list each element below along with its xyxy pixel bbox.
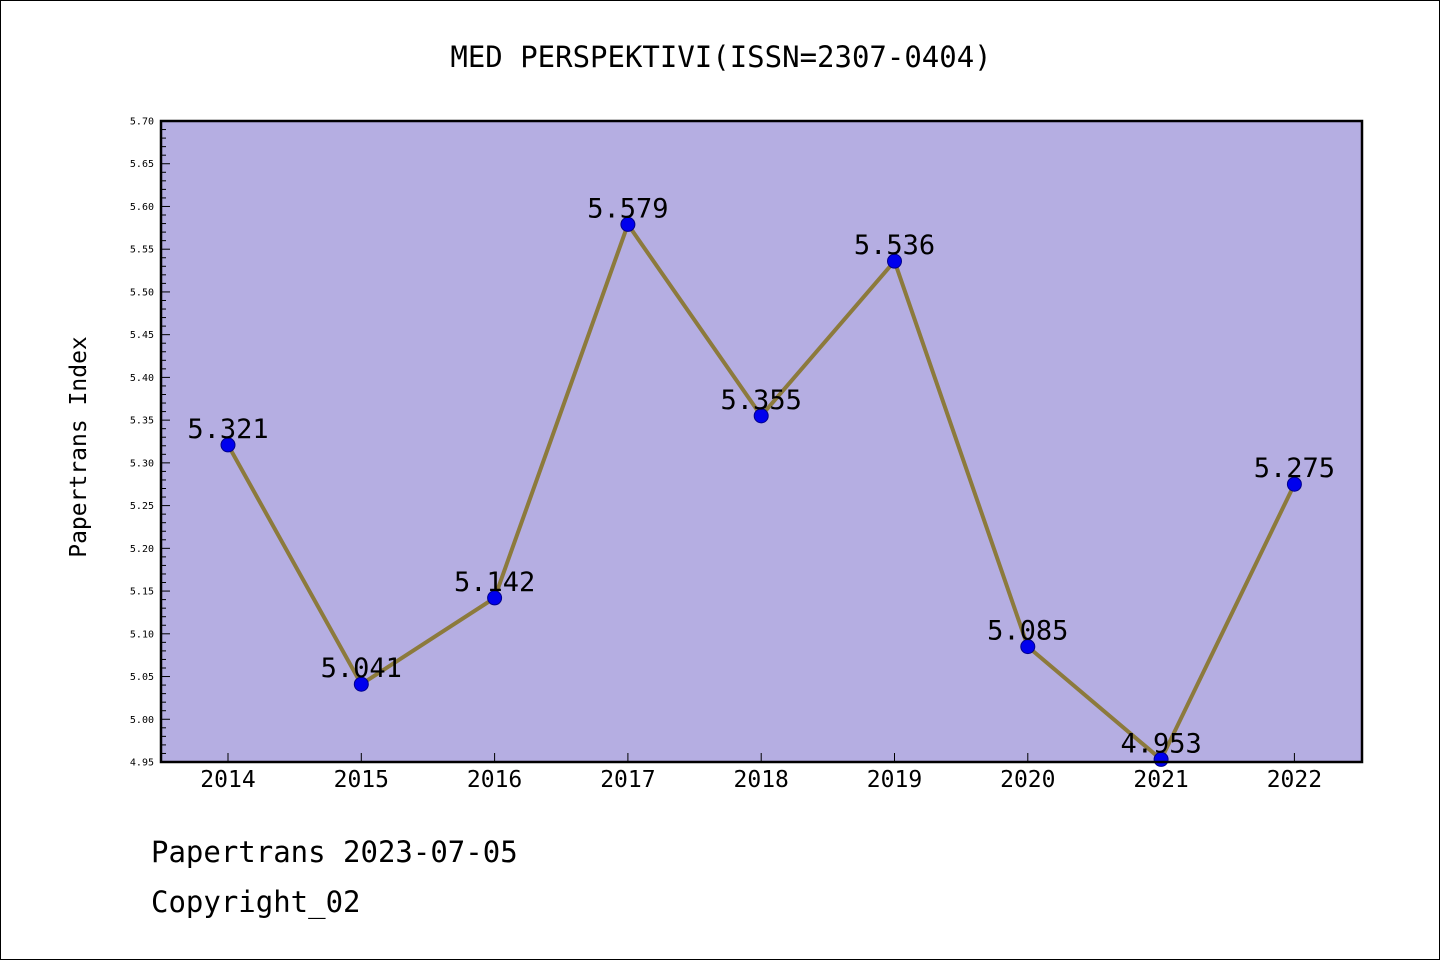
chart-title: MED PERSPEKTIVI(ISSN=2307-0404) [450,40,991,74]
data-label: 5.355 [721,385,802,416]
data-point [620,216,636,232]
data-point [487,590,503,606]
x-tick-label: 2020 [1000,767,1055,793]
x-tick-label: 2018 [734,767,789,793]
y-tick-label: 5.70 [130,117,154,128]
y-tick-label: 5.20 [130,544,154,555]
y-tick-label: 5.40 [130,373,154,384]
data-label: 5.041 [321,653,402,684]
data-label: 5.142 [454,567,535,598]
y-tick-label: 5.50 [130,287,154,298]
x-tick-label: 2017 [600,767,655,793]
y-tick-label: 5.45 [130,330,154,341]
data-point [1020,639,1036,655]
data-label: 5.536 [854,230,935,261]
y-axis-ticks: 4.95 5.00 5.05 5.10 5.15 5.20 5.25 5.30 5.35 5.40… [130,117,170,769]
y-tick-label: 5.10 [130,629,154,640]
y-tick-label: 5.15 [130,587,154,598]
y-tick-label: 5.25 [130,501,154,512]
x-tick-label: 2016 [467,767,522,793]
footer-copyright: Copyright_02 [151,885,361,919]
data-point [353,676,369,692]
x-axis-ticks: 2014 2015 2016 2017 2018 2019 2020 2021 2022 [200,753,1322,793]
data-point [1286,476,1302,492]
y-axis-label: Papertrans Index [66,336,92,558]
plot-area [161,121,1362,762]
y-tick-label: 5.55 [130,245,154,256]
x-tick-label: 2022 [1267,767,1322,793]
data-label: 5.275 [1254,453,1335,484]
y-tick-label: 5.30 [130,458,154,469]
data-series: 5.321 5.041 5.142 5.579 5.355 5.536 5.085 4.953… [187,193,1335,767]
x-tick-label: 2021 [1133,767,1188,793]
data-label: 5.321 [187,414,268,445]
y-tick-label: 5.60 [130,202,154,213]
x-tick-label: 2015 [334,767,389,793]
data-point [887,253,902,269]
y-tick-label: 5.05 [130,672,154,683]
data-point [220,437,236,453]
y-tick-label: 5.65 [130,159,154,170]
plot-border [159,119,1364,764]
x-tick-label: 2014 [200,767,255,793]
data-point [753,408,769,424]
data-label: 5.085 [987,616,1068,647]
data-label: 5.579 [587,193,668,224]
data-label: 4.953 [1120,728,1201,759]
y-tick-label: 5.00 [130,715,154,726]
footer-date: Papertrans 2023-07-05 [151,835,518,869]
y-tick-label: 4.95 [130,758,154,769]
y-tick-label: 5.35 [130,416,154,427]
x-tick-label: 2019 [867,767,922,793]
